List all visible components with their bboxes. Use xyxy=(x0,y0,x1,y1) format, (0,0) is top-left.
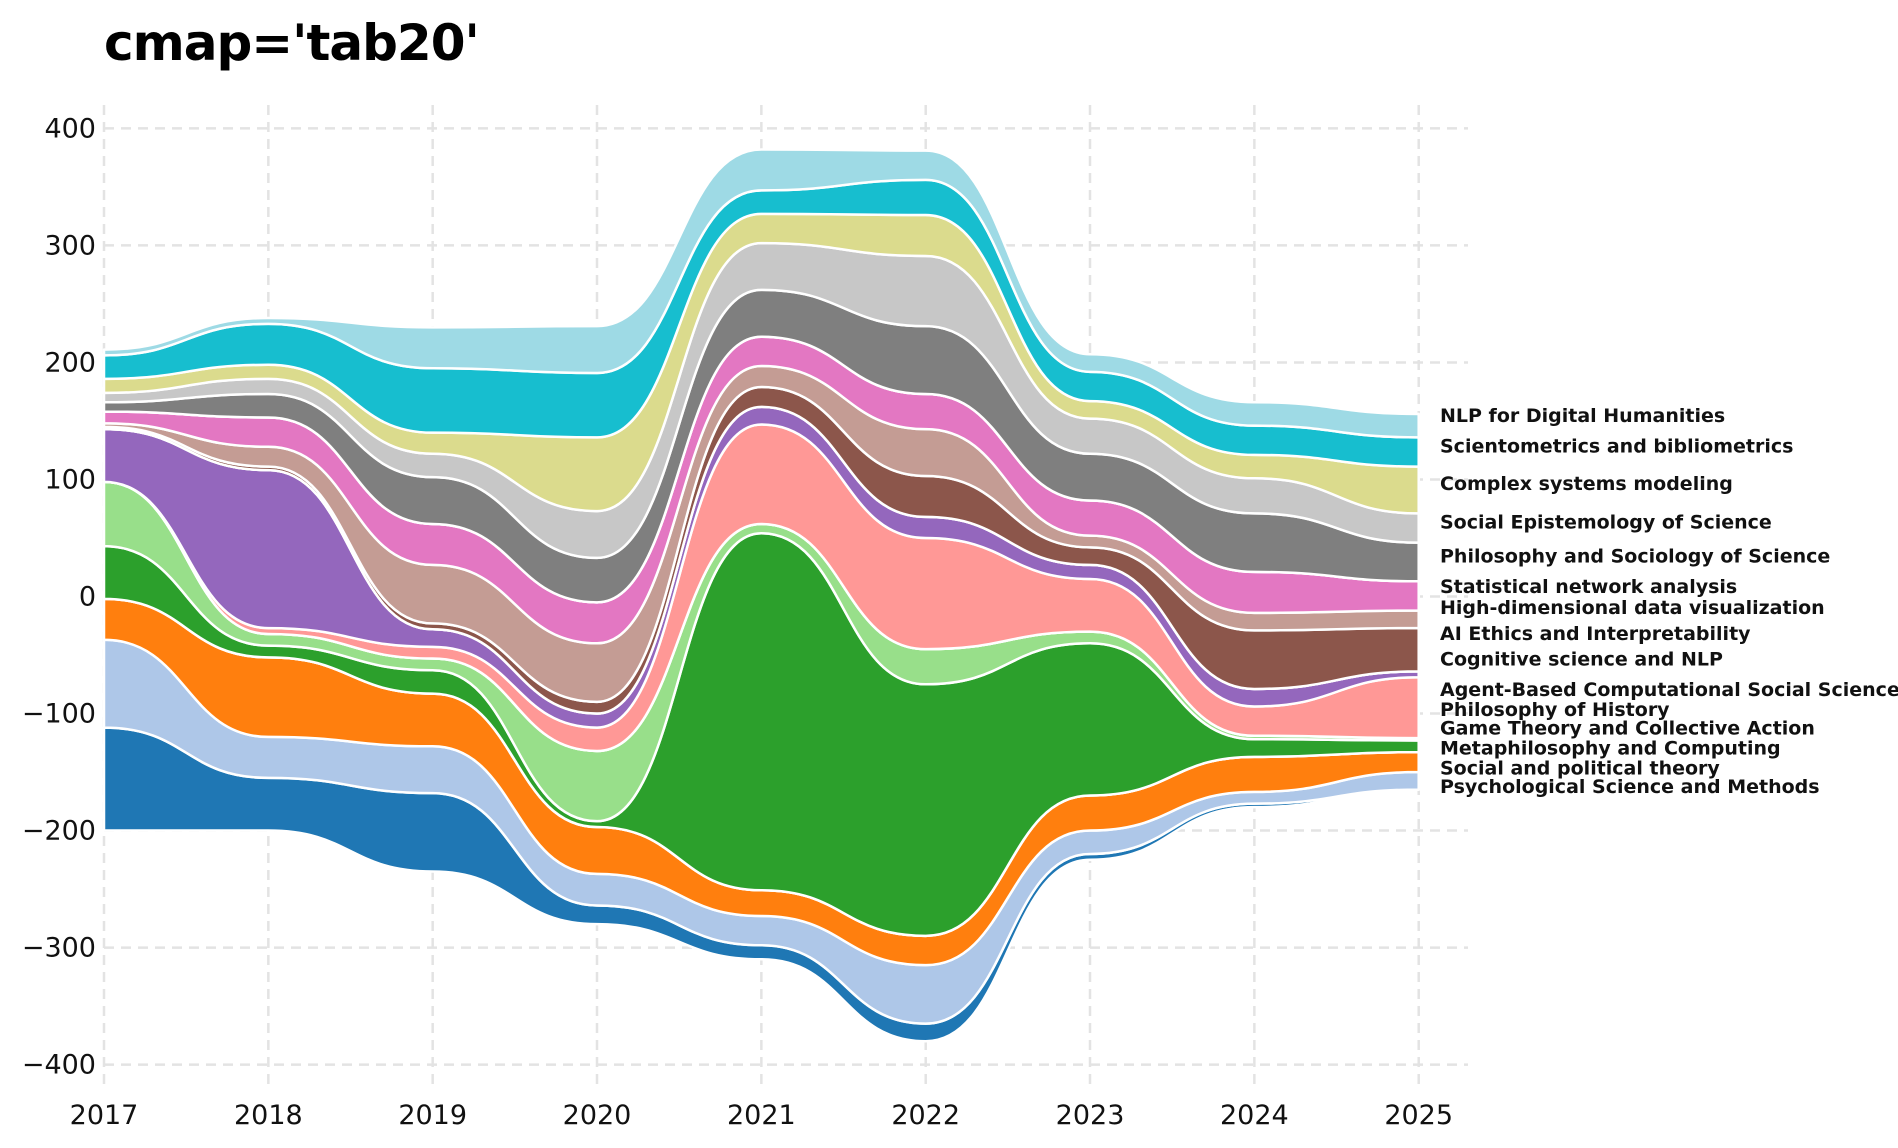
stream-area-series-18 xyxy=(102,148,1420,439)
y-tick-label: −100 xyxy=(22,699,96,730)
tick-layer: 400 300 200 100 0 −100 −200 −300 −400 2017 2018 201… xyxy=(22,113,1453,1131)
series-label: High-dimensional data visualization xyxy=(1440,597,1825,619)
y-tick-label: −300 xyxy=(22,933,96,964)
y-tick-label: 300 xyxy=(44,230,96,261)
y-tick-label: 100 xyxy=(44,464,96,495)
x-tick-label: 2024 xyxy=(1220,1100,1289,1131)
x-tick-label: 2021 xyxy=(727,1100,796,1131)
series-label: Cognitive science and NLP xyxy=(1440,649,1723,671)
x-tick-label: 2025 xyxy=(1384,1100,1453,1131)
series-label: Game Theory and Collective Action xyxy=(1440,718,1815,740)
x-tick-label: 2020 xyxy=(563,1100,632,1131)
series-label: Social and political theory xyxy=(1440,757,1720,779)
series-label: Complex systems modeling xyxy=(1440,473,1733,495)
series-label: Statistical network analysis xyxy=(1440,576,1737,598)
series-label: Psychological Science and Methods xyxy=(1440,776,1820,798)
y-tick-label: 400 xyxy=(44,113,96,144)
series-label: Social Epistemology of Science xyxy=(1440,512,1772,534)
y-tick-label: 0 xyxy=(79,582,96,613)
series-label: Philosophy and Sociology of Science xyxy=(1440,546,1830,568)
y-tick-label: −400 xyxy=(22,1050,96,1081)
stream-layer xyxy=(102,148,1420,1043)
x-tick-label: 2017 xyxy=(70,1100,139,1131)
label-layer: NLP for Digital Humanities Scientometrics… xyxy=(1440,405,1898,798)
series-label: Agent-Based Computational Social Science xyxy=(1440,679,1898,701)
x-tick-label: 2023 xyxy=(1056,1100,1125,1131)
x-tick-label: 2019 xyxy=(398,1100,467,1131)
chart-title: cmap='tab20' xyxy=(104,14,480,72)
series-label: Metaphilosophy and Computing xyxy=(1440,737,1781,759)
y-tick-label: 200 xyxy=(44,347,96,378)
series-label: Philosophy of History xyxy=(1440,699,1670,721)
y-tick-label: −200 xyxy=(22,816,96,847)
series-label: AI Ethics and Interpretability xyxy=(1440,623,1751,645)
x-tick-label: 2018 xyxy=(234,1100,303,1131)
series-label: NLP for Digital Humanities xyxy=(1440,405,1725,427)
series-label: Scientometrics and bibliometrics xyxy=(1440,436,1793,458)
x-tick-label: 2022 xyxy=(891,1100,960,1131)
